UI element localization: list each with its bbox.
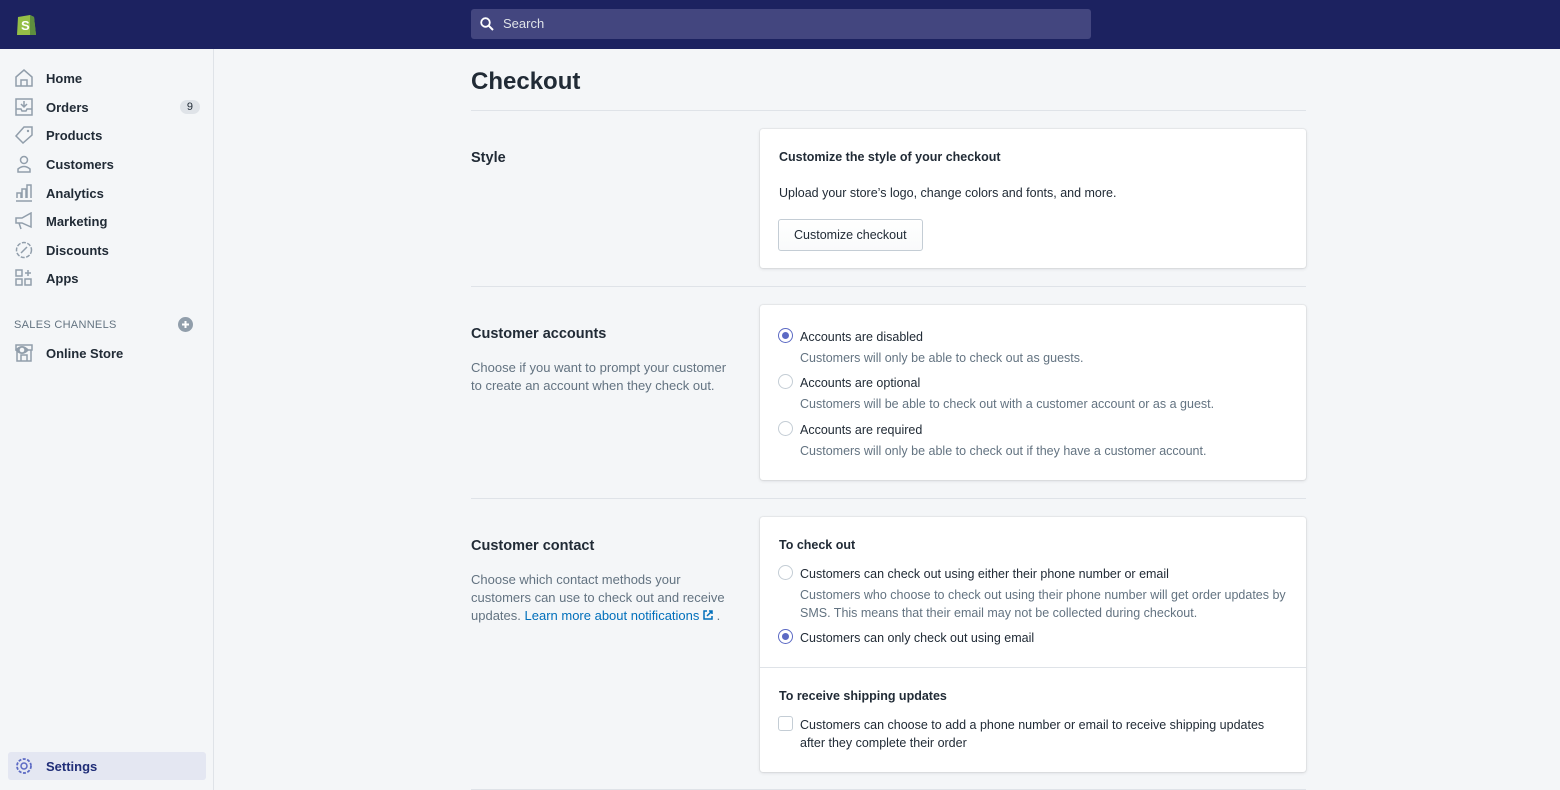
megaphone-icon: [15, 212, 32, 230]
sidebar-item-online-store[interactable]: Online Store: [8, 339, 206, 367]
accounts-section-description: Choose if you want to prompt your custom…: [471, 360, 727, 393]
home-icon: [15, 69, 33, 87]
option-label: Accounts are required: [800, 423, 923, 437]
card-heading: Customize the style of your checkout: [779, 150, 1001, 164]
option-label: Accounts are disabled: [800, 330, 923, 344]
search-input[interactable]: Search: [471, 9, 1091, 39]
link-suffix: .: [716, 608, 721, 623]
top-bar: S Search: [0, 0, 1560, 49]
option-description: Customers who choose to check out using …: [800, 588, 1286, 620]
svg-text:S: S: [21, 18, 30, 33]
search-icon: [480, 17, 494, 31]
sidebar-item-label: Products: [46, 127, 103, 143]
sidebar-item-label: Analytics: [46, 185, 104, 201]
sidebar-item-home[interactable]: Home: [8, 64, 206, 92]
apps-icon: [15, 269, 32, 286]
sidebar-item-label: Orders: [46, 99, 89, 115]
option-label: Customers can only check out using email: [800, 631, 1035, 645]
radio[interactable]: [778, 565, 793, 580]
description-text: Choose which contact methods your custom…: [471, 572, 725, 623]
external-link-icon: [703, 610, 713, 620]
sidebar-item-orders[interactable]: Orders 9: [8, 93, 206, 121]
radio[interactable]: [778, 374, 793, 389]
option-description: Customers will be able to check out with…: [800, 397, 1215, 411]
sidebar-item-analytics[interactable]: Analytics: [8, 179, 206, 207]
sidebar-item-label: Apps: [46, 270, 79, 286]
sidebar-item-label: Settings: [46, 758, 98, 774]
sidebar-item-label: Customers: [46, 156, 114, 172]
customize-checkout-button[interactable]: Customize checkout: [778, 219, 923, 251]
accounts-section-title: Customer accounts: [471, 326, 607, 342]
sidebar-item-products[interactable]: Products: [8, 121, 206, 149]
bar-chart-icon: [16, 184, 32, 202]
link-text: Learn more about notifications: [524, 608, 700, 623]
option-label: Accounts are optional: [800, 376, 921, 390]
option-label: Customers can choose to add a phone numb…: [800, 718, 1265, 750]
divider: [471, 110, 1306, 111]
sidebar-item-label: Home: [46, 70, 83, 86]
sidebar-item-marketing[interactable]: Marketing: [8, 207, 206, 235]
add-channel-icon[interactable]: [178, 317, 193, 332]
checkout-heading: To check out: [779, 538, 856, 552]
sidebar-item-label: Marketing: [46, 213, 108, 229]
learn-more-notifications-link[interactable]: Learn more about notifications: [525, 608, 714, 623]
search-placeholder: Search: [503, 16, 545, 31]
orders-count-badge: 9: [179, 100, 200, 114]
checkbox[interactable]: [778, 716, 793, 731]
style-section-title: Style: [471, 150, 506, 166]
option-description: Customers will only be able to check out…: [800, 444, 1207, 458]
option-description: Customers will only be able to check out…: [800, 351, 1084, 365]
discount-icon: [15, 241, 33, 259]
person-icon: [17, 155, 31, 173]
page-title: Checkout: [471, 68, 581, 95]
shipping-heading: To receive shipping updates: [779, 689, 947, 703]
sidebar-item-discounts[interactable]: Discounts: [8, 236, 206, 264]
card-divider: [760, 667, 1306, 668]
accounts-card: Accounts are disabled Customers will only…: [760, 305, 1306, 480]
radio-selected[interactable]: [778, 629, 793, 644]
store-icon: [15, 344, 33, 362]
orders-icon: [15, 98, 33, 116]
contact-section-description: Choose which contact methods your custom…: [471, 571, 736, 625]
sidebar-item-customers[interactable]: Customers: [8, 150, 206, 178]
contact-section-title: Customer contact: [471, 538, 595, 554]
shopify-logo-icon[interactable]: S: [15, 11, 37, 36]
sidebar-item-label: Discounts: [46, 242, 109, 258]
tag-icon: [14, 126, 33, 144]
sidebar-item-apps[interactable]: Apps: [8, 264, 206, 292]
option-label: Customers can check out using either the…: [800, 567, 1169, 581]
sidebar: Home Orders 9 Products Customers Analytic…: [0, 49, 214, 790]
gear-icon: [16, 758, 32, 774]
card-text: Upload your store’s logo, change colors …: [779, 186, 1117, 200]
eye-icon[interactable]: [14, 344, 30, 356]
divider: [471, 498, 1306, 499]
radio[interactable]: [778, 421, 793, 436]
sidebar-item-settings[interactable]: Settings: [8, 752, 206, 780]
radio-selected[interactable]: [778, 328, 793, 343]
style-card: Customize the style of your checkout Upl…: [760, 129, 1306, 268]
sidebar-item-label: Online Store: [46, 345, 124, 361]
contact-card: To check out Customers can check out usi…: [760, 517, 1306, 772]
sales-channels-heading: SALES CHANNELS: [14, 319, 117, 331]
divider: [471, 286, 1306, 287]
